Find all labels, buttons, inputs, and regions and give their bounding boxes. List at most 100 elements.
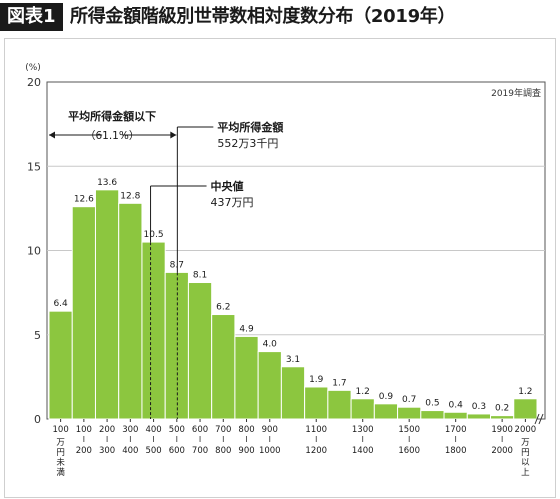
x-tick-label-top: 100 <box>76 425 92 435</box>
bar-value-label: 1.7 <box>332 378 346 388</box>
x-tick-label-top: 1900 <box>491 425 513 435</box>
survey-note: 2019年調査 <box>491 87 541 99</box>
x-tick-label-top: 100 <box>53 425 69 435</box>
x-tick-label-top: 1300 <box>352 425 374 435</box>
arrow-head-right <box>170 131 177 139</box>
bar-value-label: 1.2 <box>356 387 370 397</box>
bar-value-label: 13.6 <box>97 178 117 188</box>
x-tick-label-top: 700 <box>215 425 231 435</box>
x-tick-label-bottom: 1000 <box>259 446 281 456</box>
bar <box>466 413 492 420</box>
bar <box>420 410 445 420</box>
bar-chart: 0 5 10 15 20 (%) 2019年調査 6.4 12.613.612.8 10.5 8.7… <box>25 63 546 478</box>
mean-label: 平均所得金額 <box>217 120 283 134</box>
bar-value-label: 1.9 <box>309 375 324 385</box>
bar-value-label: 8.7 <box>170 260 184 270</box>
bar-value-label: 10.5 <box>144 230 164 240</box>
x-tick-label-top: 900 <box>262 425 278 435</box>
bar <box>490 415 515 420</box>
x-tick-label-top: 1100 <box>305 425 327 435</box>
x-tick-label-bottom: 1200 <box>305 446 327 456</box>
median-value: 437万円 <box>211 196 254 209</box>
x-tick-label-top: 2000 <box>515 425 537 435</box>
x-tick-label-bottom: 700 <box>192 446 208 456</box>
bar-value-label: 0.5 <box>425 399 439 409</box>
y-tick-label: 20 <box>27 76 41 89</box>
below-average-label: 平均所得金額以下 <box>68 109 156 123</box>
x-tick-label-char: 上 <box>521 468 530 478</box>
x-tick-label-top: 1700 <box>445 425 467 435</box>
x-tick-label-char: 円 <box>56 448 65 458</box>
bar-value-label: 4.9 <box>239 324 254 334</box>
bar <box>187 282 213 420</box>
x-tick-label-char: 満 <box>56 468 65 478</box>
x-tick-label-top: 600 <box>192 425 208 435</box>
x-tick-label-top: 200 <box>99 425 115 435</box>
x-tick-label-bottom: 500 <box>145 446 161 456</box>
bar <box>164 271 189 420</box>
bar <box>71 206 96 420</box>
bar-value-label: 0.9 <box>379 392 394 402</box>
axis-break-mark <box>534 413 540 425</box>
mean-value: 552万3千円 <box>217 137 278 150</box>
figure-badge: 図表1 <box>0 3 63 31</box>
bar-value-label: 4.0 <box>263 340 278 350</box>
x-tick-label-top: 1500 <box>398 425 420 435</box>
x-tick-label-top: 300 <box>122 425 138 435</box>
bar <box>141 241 166 420</box>
bar <box>350 398 375 420</box>
bar <box>304 386 329 420</box>
bar-value-label: 0.2 <box>495 404 509 414</box>
bar-value-label: 1.2 <box>518 387 532 397</box>
bar <box>373 403 399 420</box>
x-tick-label-bottom: 200 <box>76 446 92 456</box>
median-label: 中央値 <box>211 179 244 193</box>
bar <box>234 335 259 420</box>
chart-panel: 0 5 10 15 20 (%) 2019年調査 6.4 12.6 13.6 12.8 10.5 8.7… <box>4 38 556 498</box>
x-tick-label-top: 800 <box>238 425 254 435</box>
x-tick-label-bottom: 1600 <box>398 446 420 456</box>
x-tick-label-bottom: 万円未満 <box>56 438 65 478</box>
x-tick-label-top: 400 <box>145 425 161 435</box>
x-tick-label-bottom: 400 <box>122 446 138 456</box>
x-tick-label-bottom: 2000 <box>491 446 513 456</box>
chart-title: 所得金額階級別世帯数相対度数分布（2019年） <box>70 6 456 27</box>
bar-value-label: 3.1 <box>286 355 300 365</box>
below-average-share: （61.1%） <box>85 130 139 142</box>
bar <box>48 310 73 420</box>
y-tick-label: 5 <box>34 329 41 342</box>
bar-value-label: 12.6 <box>74 195 94 205</box>
y-tick-label: 0 <box>34 413 41 426</box>
arrow-label-gap <box>102 129 123 141</box>
y-tick-label: 15 <box>27 160 41 173</box>
y-tick-label: 10 <box>27 245 41 258</box>
x-tick-label-bottom: 900 <box>238 446 254 456</box>
y-unit-label: (%) <box>25 63 41 73</box>
x-tick-label-bottom: 1800 <box>445 446 467 456</box>
x-tick-label-bottom: 600 <box>169 446 185 456</box>
bar <box>118 202 143 420</box>
x-tick-label-char: 円 <box>521 448 530 458</box>
x-tick-label-bottom: 万円以上 <box>521 438 530 478</box>
bar-value-label: 0.3 <box>472 402 486 412</box>
axis-break-mark <box>538 413 544 425</box>
x-tick-label-bottom: 300 <box>99 446 115 456</box>
bar <box>94 189 120 420</box>
x-tick-label-bottom: 800 <box>215 446 231 456</box>
bar <box>257 351 282 420</box>
arrow-head-left <box>49 131 55 139</box>
bar <box>397 406 422 420</box>
chart-header: 図表1 所得金額階級別世帯数相対度数分布（2019年） <box>0 0 560 34</box>
bar <box>327 389 352 420</box>
bar <box>211 314 236 420</box>
x-tick-label-char: 未 <box>56 457 65 468</box>
bar-value-label: 12.8 <box>120 191 140 201</box>
bar-value-label: 0.4 <box>449 400 464 410</box>
bar <box>443 411 468 420</box>
x-tick-label-bottom: 1400 <box>352 446 374 456</box>
bar <box>513 398 538 420</box>
x-tick-label-top: 500 <box>169 425 185 435</box>
bar <box>280 366 306 420</box>
bar-value-label: 8.1 <box>193 271 207 281</box>
x-tick-label-char: 以 <box>521 458 530 468</box>
